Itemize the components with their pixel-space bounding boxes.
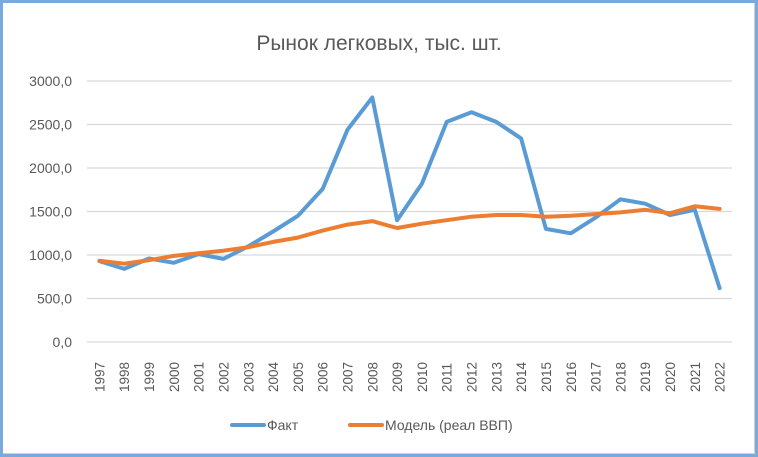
x-tick-label: 2016 [564,362,579,392]
legend: Факт Модель (реал ВВП) [230,417,513,433]
x-tick-label: 1998 [117,362,132,392]
y-tick-label: 0,0 [53,334,73,350]
x-tick-label: 1997 [92,362,107,392]
x-tick-label: 2014 [514,361,529,392]
y-tick-label: 1500,0 [29,204,72,220]
x-tick-label: 2005 [291,362,306,392]
legend-label-fact[interactable]: Факт [267,417,299,433]
x-tick-label: 2010 [415,362,430,392]
x-tick-label: 2018 [613,362,628,392]
x-tick-label: 2003 [241,362,256,392]
chart-frame-inner [3,3,755,454]
x-tick-label: 2017 [589,362,604,392]
x-tick-label: 2008 [365,362,380,392]
x-tick-label: 2000 [167,362,182,392]
series-lines [97,95,722,291]
x-tick-label: 2022 [713,362,728,392]
x-tick-label: 2006 [316,362,331,392]
x-tick-label: 2011 [440,363,455,392]
x-tick-label: 2004 [266,361,281,392]
x-tick-label: 2007 [340,362,355,392]
series-line[interactable] [97,95,722,291]
legend-label-model[interactable]: Модель (реал ВВП) [385,417,513,433]
x-tick-label: 2013 [489,362,504,392]
x-tick-label: 2019 [638,362,653,392]
y-tick-label: 500,0 [37,291,72,307]
y-axis-labels: 0,0 500,0 1000,0 1500,0 2000,0 2500,0 3000,0 [29,73,72,350]
x-tick-label: 2001 [192,362,207,392]
y-tick-label: 1000,0 [29,247,72,263]
x-tick-label: 2002 [216,362,231,392]
x-tick-label: 1999 [142,362,157,392]
x-tick-label: 2009 [390,362,405,392]
x-tick-label: 2020 [663,362,678,392]
chart-title: Рынок легковых, тыс. шт. [256,32,501,55]
series-line[interactable] [97,204,722,266]
x-tick-label: 2015 [539,362,554,392]
x-axis-labels: 1997 1998 1999 2000 2001 2002 2003 2004 2005 2006… [92,361,727,392]
x-tick-label: 2012 [465,362,480,392]
y-tick-label: 2500,0 [29,117,72,133]
y-tick-label: 3000,0 [29,73,72,89]
y-tick-label: 2000,0 [29,160,72,176]
x-tick-label: 2021 [688,362,703,392]
